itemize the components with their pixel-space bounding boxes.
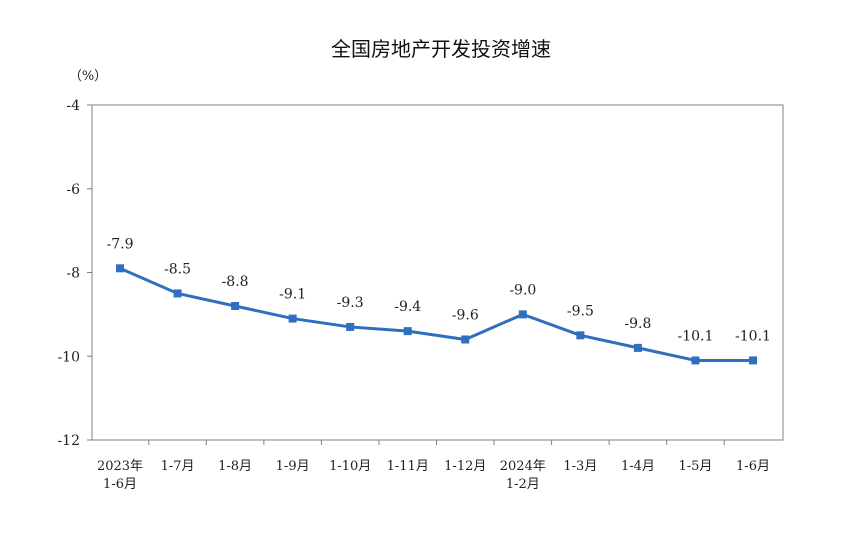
data-point-marker xyxy=(116,264,124,273)
data-label: -9.8 xyxy=(624,316,651,332)
x-tick-label: 2024年 xyxy=(500,459,546,474)
data-label: -9.0 xyxy=(509,282,536,298)
data-label: -9.4 xyxy=(394,299,421,315)
data-point-marker xyxy=(518,310,527,319)
x-tick-label: 1-3月 xyxy=(563,459,597,474)
data-label: -9.3 xyxy=(337,295,364,311)
data-point-marker xyxy=(691,356,700,365)
x-tick-label: 1-12月 xyxy=(444,459,486,474)
y-axis-unit-label: （%） xyxy=(69,69,107,84)
x-tick-label: 2023年 xyxy=(97,459,143,474)
series-line xyxy=(119,266,753,362)
data-label: -10.1 xyxy=(735,328,771,344)
plot-area-frame xyxy=(91,104,784,441)
data-labels-group: -7.9 -8.5 -8.8 -9.1 -9.3 -9.4 -9.6 -9.0 -9.5 -9.8… xyxy=(107,236,771,344)
x-tick-label: 1-9月 xyxy=(276,459,310,474)
data-label: -7.9 xyxy=(107,236,134,252)
data-point-marker xyxy=(461,335,470,344)
data-point-marker xyxy=(231,302,240,310)
data-point-marker xyxy=(173,289,182,298)
y-tick-label: -8 xyxy=(66,266,80,282)
series-points-group xyxy=(116,264,757,365)
data-point-marker xyxy=(576,331,585,340)
y-tick-label: -4 xyxy=(66,98,80,114)
chart-title: 全国房地产开发投资增速 xyxy=(331,37,551,61)
data-point-marker xyxy=(403,327,412,336)
y-tick-label: -10 xyxy=(57,349,80,365)
data-label: -9.1 xyxy=(279,287,306,303)
data-point-marker xyxy=(633,343,642,352)
data-label: -8.8 xyxy=(222,274,249,290)
x-tick-label: 1-6月 xyxy=(736,459,770,474)
x-tick-label: 1-10月 xyxy=(329,459,371,474)
y-axis-ticks: -4 -6 -8 -10 -12 xyxy=(57,98,92,449)
data-point-marker xyxy=(749,356,757,365)
y-tick-label: -12 xyxy=(57,433,80,449)
data-point-marker xyxy=(346,322,355,331)
y-tick-label: -6 xyxy=(66,182,80,198)
data-label: -9.6 xyxy=(452,308,479,324)
data-label: -9.5 xyxy=(567,303,594,319)
data-point-marker xyxy=(288,314,297,323)
x-tick-label: 1-6月 xyxy=(103,477,137,492)
x-tick-label: 1-8月 xyxy=(218,459,252,474)
x-tick-label: 1-2月 xyxy=(506,477,540,492)
x-tick-label: 1-7月 xyxy=(161,459,195,474)
x-tick-label: 1-5月 xyxy=(678,459,712,474)
x-tick-label: 1-11月 xyxy=(387,459,429,474)
data-label: -10.1 xyxy=(678,328,714,344)
series-line-group xyxy=(119,266,753,362)
data-label: -8.5 xyxy=(164,261,191,277)
x-tick-label: 1-4月 xyxy=(621,459,655,474)
x-axis-ticks: 2023年 1-6月 1-7月 1-8月 1-9月 1-10月 1-11月 1-12月 2024… xyxy=(97,440,770,492)
